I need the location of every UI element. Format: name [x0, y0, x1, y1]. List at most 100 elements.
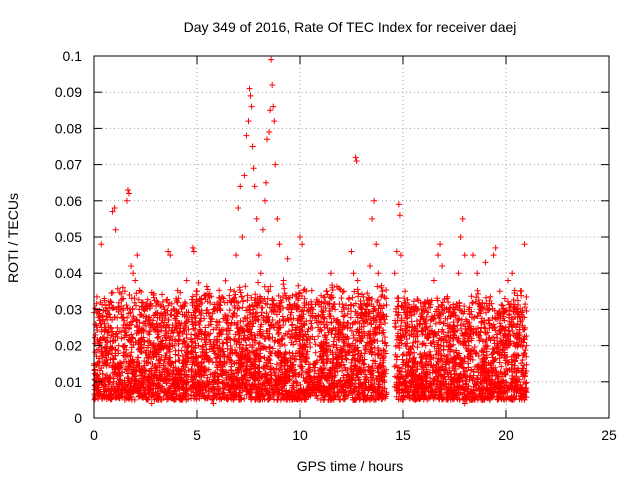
data-point [301, 322, 308, 329]
data-point [307, 317, 314, 324]
data-point [204, 374, 211, 381]
data-point [137, 311, 144, 318]
data-point [262, 386, 269, 393]
data-point [108, 325, 115, 332]
data-point [469, 299, 476, 306]
data-point [262, 300, 269, 307]
data-point [250, 373, 257, 380]
data-point [330, 315, 337, 322]
data-point [195, 358, 202, 365]
data-point [233, 321, 240, 328]
data-point [261, 354, 268, 361]
data-point [165, 317, 172, 324]
data-point [351, 347, 358, 354]
data-point [328, 327, 335, 334]
data-point [321, 364, 328, 371]
data-point [358, 369, 365, 376]
data-point [203, 283, 210, 290]
data-point [210, 326, 217, 333]
data-point [99, 370, 106, 377]
data-point [146, 378, 153, 385]
data-point [130, 315, 137, 322]
data-point [119, 387, 126, 394]
data-point [161, 356, 168, 363]
data-point [265, 313, 272, 320]
data-point [224, 394, 231, 401]
data-point [224, 325, 231, 332]
data-point [311, 314, 318, 321]
data-point [312, 341, 319, 348]
data-point [179, 331, 186, 338]
data-point [287, 359, 294, 366]
data-point [103, 387, 110, 394]
data-point [357, 298, 364, 305]
data-point [198, 295, 205, 302]
data-point [299, 363, 306, 370]
data-point [359, 357, 366, 364]
data-point [320, 314, 327, 321]
data-point [305, 326, 312, 333]
data-point [522, 380, 529, 387]
data-point [293, 293, 300, 300]
data-point [189, 293, 196, 300]
data-point [244, 353, 251, 360]
data-point [193, 298, 200, 305]
data-point [301, 396, 308, 403]
data-point [126, 291, 133, 298]
data-point [130, 389, 137, 396]
data-point [141, 387, 148, 394]
data-point [301, 295, 308, 302]
data-point [271, 370, 278, 377]
data-point [191, 327, 198, 334]
data-point [242, 315, 249, 322]
data-point [371, 326, 378, 333]
data-point [121, 327, 128, 334]
data-point [141, 358, 148, 365]
data-point [143, 347, 150, 354]
data-point [158, 327, 165, 334]
data-point [375, 381, 382, 388]
data-point [109, 328, 116, 335]
data-point [168, 311, 175, 318]
data-point [121, 317, 128, 324]
data-point [327, 312, 334, 319]
data-point [138, 375, 145, 382]
data-point [332, 331, 339, 338]
data-point [143, 301, 150, 308]
data-point [286, 301, 293, 308]
data-point [279, 294, 286, 301]
data-point [330, 356, 337, 363]
data-point [97, 299, 104, 306]
data-point [210, 341, 217, 348]
data-point [135, 296, 142, 303]
data-point [133, 386, 140, 393]
data-point [205, 384, 212, 391]
data-point [375, 347, 382, 354]
data-point [318, 380, 325, 387]
data-point [325, 329, 332, 336]
data-point [246, 326, 253, 333]
data-point [352, 396, 359, 403]
data-point [275, 372, 282, 379]
data-point [125, 381, 132, 388]
data-point [165, 302, 172, 309]
data-point [348, 389, 355, 396]
data-point [107, 393, 114, 400]
data-point [146, 328, 153, 335]
data-point [328, 367, 335, 374]
data-point [163, 297, 170, 304]
data-point [285, 328, 292, 335]
data-point [96, 355, 103, 362]
data-point [150, 294, 157, 301]
data-point [308, 301, 315, 308]
data-point [188, 371, 195, 378]
data-point [91, 366, 98, 373]
data-point [142, 374, 149, 381]
data-point [196, 309, 203, 316]
data-point [228, 361, 235, 368]
data-point [171, 388, 178, 395]
data-point [242, 368, 249, 375]
data-point [259, 383, 266, 390]
data-point [436, 319, 443, 326]
data-point [198, 373, 205, 380]
